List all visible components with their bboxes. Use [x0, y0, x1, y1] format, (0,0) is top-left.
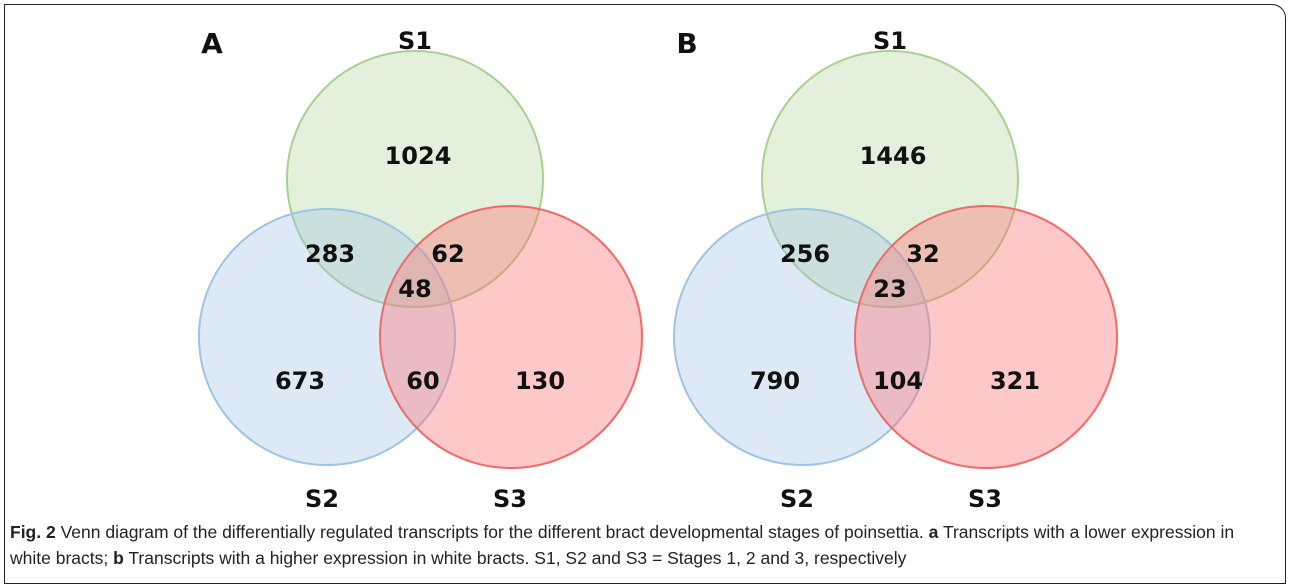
set-circle: [761, 50, 1019, 308]
set-circle: [673, 208, 931, 466]
set-label: S1: [873, 27, 907, 55]
region-count: 790: [750, 367, 800, 395]
region-count: 130: [515, 367, 565, 395]
set-label: S1: [398, 27, 432, 55]
region-count: 60: [406, 367, 439, 395]
region-count: 673: [275, 367, 325, 395]
panel-label: A: [201, 27, 223, 60]
caption-part-text: Transcripts with a higher expression in …: [128, 548, 907, 568]
set-label: S2: [305, 485, 339, 513]
set-circle: [854, 205, 1118, 469]
region-count: 256: [780, 240, 830, 268]
caption-text: Venn diagram of the differentially regul…: [60, 522, 924, 542]
region-count: 321: [990, 367, 1040, 395]
region-count: 32: [906, 240, 939, 268]
region-count: 62: [431, 240, 464, 268]
caption-label: Fig. 2: [10, 522, 56, 542]
region-count: 283: [305, 240, 355, 268]
set-circle: [379, 205, 643, 469]
region-count: 1446: [860, 142, 927, 170]
caption: Fig. 2 Venn diagram of the differentiall…: [10, 519, 1260, 571]
region-count: 48: [398, 275, 431, 303]
region-count: 104: [873, 367, 923, 395]
caption-part-label: b: [113, 548, 124, 568]
set-circle: [198, 208, 456, 466]
set-label: S3: [493, 485, 527, 513]
panel-label: B: [676, 27, 697, 60]
set-circle: [286, 50, 544, 308]
caption-part-text: Transcripts with a lower expression in w…: [10, 522, 1235, 568]
caption-part-label: a: [928, 522, 939, 542]
set-label: S2: [780, 485, 814, 513]
set-label: S3: [968, 485, 1002, 513]
region-count: 23: [873, 275, 906, 303]
region-count: 1024: [385, 142, 452, 170]
